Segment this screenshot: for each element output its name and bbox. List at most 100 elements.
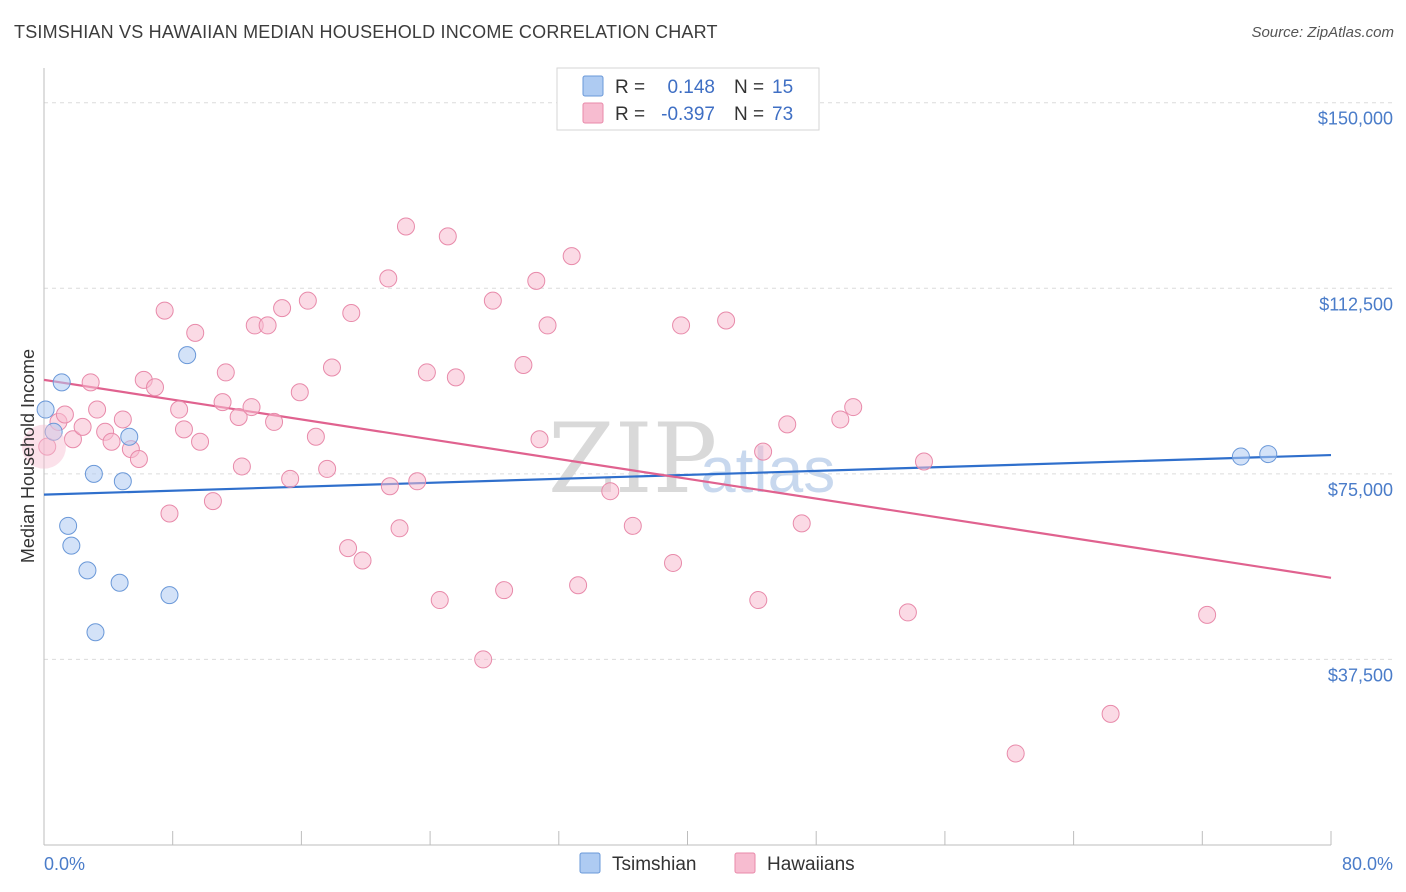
point-tsimshian bbox=[1259, 445, 1278, 464]
point-hawaiians bbox=[562, 247, 581, 266]
point-hawaiians bbox=[778, 415, 797, 434]
legend-tsimshian-swatch bbox=[582, 75, 604, 97]
point-hawaiians bbox=[265, 412, 284, 431]
point-hawaiians bbox=[898, 603, 917, 622]
y-tick-label: $112,500 bbox=[1319, 294, 1393, 314]
trendline-tsimshian bbox=[43, 453, 1332, 496]
point-hawaiians bbox=[514, 356, 533, 375]
point-hawaiians bbox=[186, 323, 205, 342]
point-hawaiians bbox=[792, 514, 811, 533]
point-hawaiians bbox=[438, 227, 457, 246]
point-hawaiians bbox=[390, 519, 409, 538]
point-hawaiians bbox=[379, 269, 398, 288]
point-hawaiians bbox=[258, 316, 277, 335]
point-hawaiians bbox=[290, 383, 309, 402]
point-hawaiians bbox=[601, 482, 620, 501]
y-axis-title: Median Household Income bbox=[18, 349, 38, 563]
gridlines bbox=[44, 102, 1393, 660]
point-hawaiians bbox=[1198, 605, 1217, 624]
point-hawaiians bbox=[1006, 744, 1025, 763]
point-hawaiians bbox=[339, 539, 358, 558]
point-hawaiians bbox=[353, 551, 372, 570]
point-hawaiians bbox=[430, 591, 449, 610]
point-tsimshian bbox=[160, 586, 179, 605]
x-tick-label: 0.0% bbox=[44, 854, 85, 874]
y-tick-label: $150,000 bbox=[1318, 109, 1393, 129]
legend-bottom-tsimshian-label: Tsimshian bbox=[612, 854, 696, 875]
point-tsimshian bbox=[62, 536, 81, 555]
legend-bottom-hawaiians-label: Hawaiians bbox=[767, 854, 855, 875]
point-hawaiians bbox=[155, 301, 174, 320]
point-hawaiians bbox=[160, 504, 179, 523]
legend-hawaiians-r-label: R = bbox=[615, 104, 645, 125]
legend-hawaiians-n-value: 73 bbox=[772, 104, 793, 125]
point-tsimshian bbox=[86, 623, 105, 642]
point-tsimshian bbox=[36, 400, 55, 419]
chart-source: Source: ZipAtlas.com bbox=[1251, 24, 1394, 41]
trendlines bbox=[43, 378, 1332, 579]
point-hawaiians bbox=[129, 450, 148, 469]
point-hawaiians bbox=[495, 581, 514, 600]
y-tick-label: $37,500 bbox=[1328, 665, 1393, 685]
point-tsimshian bbox=[84, 464, 103, 483]
point-tsimshian bbox=[1231, 447, 1250, 466]
legend-top: R = 0.148 N = 15 R = -0.397 N = 73 bbox=[556, 67, 820, 131]
point-hawaiians bbox=[408, 472, 427, 491]
axes bbox=[43, 68, 1332, 846]
point-hawaiians bbox=[203, 492, 222, 511]
x-tick-labels: 0.0% 80.0% bbox=[44, 854, 1393, 874]
legend-tsimshian-n-label: N = bbox=[734, 77, 764, 98]
point-hawaiians bbox=[538, 316, 557, 335]
point-hawaiians bbox=[281, 469, 300, 488]
point-hawaiians bbox=[672, 316, 691, 335]
point-hawaiians bbox=[717, 311, 736, 330]
point-hawaiians bbox=[749, 591, 768, 610]
legend-hawaiians-n-label: N = bbox=[734, 104, 764, 125]
point-hawaiians bbox=[273, 299, 292, 318]
point-hawaiians bbox=[306, 427, 325, 446]
point-hawaiians bbox=[298, 291, 317, 310]
data-points bbox=[22, 217, 1278, 763]
point-tsimshian bbox=[178, 346, 197, 365]
point-hawaiians bbox=[213, 393, 232, 412]
point-hawaiians bbox=[73, 417, 92, 436]
legend-hawaiians-swatch bbox=[582, 102, 604, 124]
legend-tsimshian-r-label: R = bbox=[615, 77, 645, 98]
chart-title: TSIMSHIAN VS HAWAIIAN MEDIAN HOUSEHOLD I… bbox=[14, 22, 718, 42]
legend-tsimshian-n-value: 15 bbox=[772, 77, 793, 98]
legend-tsimshian-r-value: 0.148 bbox=[667, 77, 715, 98]
legend-bottom-tsimshian-swatch bbox=[579, 852, 601, 874]
point-hawaiians bbox=[417, 363, 436, 382]
x-tick-label: 80.0% bbox=[1342, 854, 1393, 874]
point-tsimshian bbox=[120, 427, 139, 446]
point-tsimshian bbox=[78, 561, 97, 580]
point-hawaiians bbox=[170, 400, 189, 419]
point-hawaiians bbox=[380, 477, 399, 496]
point-hawaiians bbox=[914, 452, 933, 471]
point-tsimshian bbox=[52, 373, 71, 392]
point-hawaiians bbox=[396, 217, 415, 236]
legend-bottom-hawaiians-swatch bbox=[734, 852, 756, 874]
point-hawaiians bbox=[664, 553, 683, 572]
point-tsimshian bbox=[110, 573, 129, 592]
point-tsimshian bbox=[59, 516, 78, 535]
point-hawaiians bbox=[146, 378, 165, 397]
point-hawaiians bbox=[55, 405, 74, 424]
legend-bottom: Tsimshian Hawaiians bbox=[579, 852, 855, 875]
point-hawaiians bbox=[342, 304, 361, 323]
point-hawaiians bbox=[113, 410, 132, 429]
point-tsimshian bbox=[44, 422, 63, 441]
point-hawaiians bbox=[530, 430, 549, 449]
point-hawaiians bbox=[81, 373, 100, 392]
point-hawaiians bbox=[446, 368, 465, 387]
point-hawaiians bbox=[831, 410, 850, 429]
point-hawaiians bbox=[102, 432, 121, 451]
point-hawaiians-cluster bbox=[22, 424, 66, 469]
point-hawaiians bbox=[63, 430, 82, 449]
legend-hawaiians-r-value: -0.397 bbox=[661, 104, 715, 125]
y-tick-label: $75,000 bbox=[1328, 480, 1393, 500]
point-hawaiians bbox=[38, 437, 57, 456]
point-tsimshian bbox=[113, 472, 132, 491]
point-hawaiians bbox=[229, 407, 248, 426]
trendline-hawaiians bbox=[43, 378, 1332, 579]
